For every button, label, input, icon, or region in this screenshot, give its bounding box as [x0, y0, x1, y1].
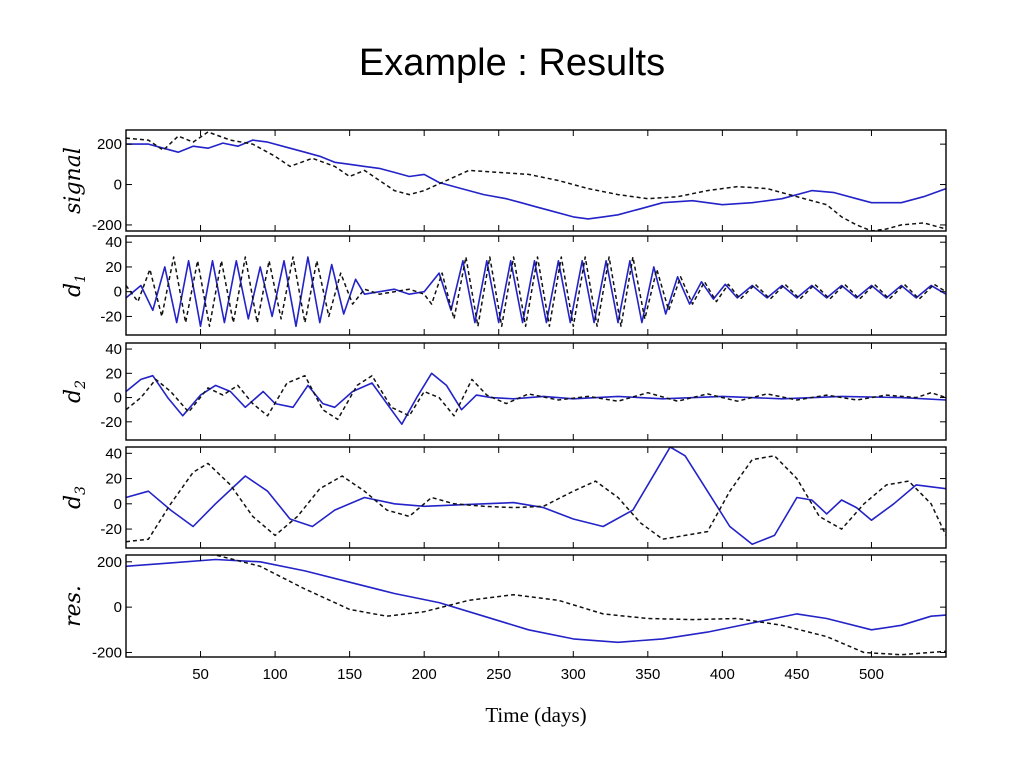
ylabel-d1: d1	[61, 274, 89, 297]
x-axis-label: Time (days)	[485, 703, 586, 727]
ylabel-signal: signal	[61, 147, 86, 214]
panels-group: -2000200signal-2002040d1-2002040d2-20020…	[61, 129, 947, 661]
xtick-label: 300	[561, 666, 586, 683]
xtick-label: 200	[412, 666, 437, 683]
ylabel-sub-d1: 1	[73, 274, 89, 283]
ytick-label-d3: 40	[105, 445, 122, 462]
ytick-label-d1: 20	[105, 259, 122, 276]
ylabel-res: res.	[61, 585, 86, 627]
ytick-label-d2: 0	[114, 390, 122, 407]
panel-frame-signal	[125, 129, 947, 232]
panel-signal: -200 0 200 signal	[61, 129, 947, 234]
series-d1-dashed	[126, 256, 946, 328]
ytick-label-d2: -20	[100, 414, 122, 431]
panel-d1: -20 0 20 40 d1	[61, 234, 947, 336]
xtick-label: 250	[486, 666, 511, 683]
ytick-label-d3: 0	[114, 496, 122, 513]
ylabel-sub-d2: 2	[73, 380, 89, 390]
series-res-dashed	[200, 555, 946, 656]
ytick-label-res: -200	[92, 644, 122, 661]
xtick-label: 100	[263, 666, 288, 683]
ytick-label-d1: -20	[100, 308, 122, 325]
x-axis: 50 100 150 200 250 300 350 400 450 500	[192, 666, 884, 683]
series-signal-dashed	[126, 131, 946, 231]
series-res-solid	[126, 558, 946, 644]
ytick-label-signal: 200	[97, 136, 122, 153]
xtick-label: 400	[710, 666, 735, 683]
ylabel-d3: d3	[61, 486, 89, 509]
ytick-label-signal: -200	[92, 217, 122, 234]
ytick-label-d1: 40	[105, 234, 122, 251]
ytick-label-signal: 0	[114, 177, 122, 194]
panel-frame-res	[125, 554, 947, 658]
xtick-label: 150	[337, 666, 362, 683]
panel-d2: -20 0 20 40 d2	[61, 341, 947, 441]
ytick-label-d3: 20	[105, 471, 122, 488]
xtick-label: 500	[859, 666, 884, 683]
panel-frame-d1	[125, 235, 947, 336]
xtick-label: 50	[192, 666, 209, 683]
series-d3-dashed	[126, 455, 946, 543]
ytick-label-res: 200	[97, 554, 122, 571]
series-signal-solid	[126, 139, 946, 220]
panel-frame-d3	[125, 446, 947, 549]
panel-frame-d2	[125, 342, 947, 441]
panel-d3: -20 0 20 40 d3	[61, 445, 947, 549]
xtick-label: 450	[784, 666, 809, 683]
series-d3-solid	[126, 447, 946, 545]
slide-title: Example : Results	[358, 42, 666, 84]
series-d1-solid	[126, 256, 946, 328]
ytick-label-d2: 40	[105, 341, 122, 358]
ylabel-sub-d3: 3	[73, 486, 89, 495]
xtick-label: 350	[635, 666, 660, 683]
ytick-label-d2: 20	[105, 365, 122, 382]
ytick-label-d3: -20	[100, 521, 122, 538]
panel-res: -200 0 200 res.	[61, 554, 947, 661]
ytick-label-res: 0	[114, 599, 122, 616]
ytick-label-d1: 0	[114, 284, 122, 301]
ylabel-d2: d2	[61, 380, 89, 403]
